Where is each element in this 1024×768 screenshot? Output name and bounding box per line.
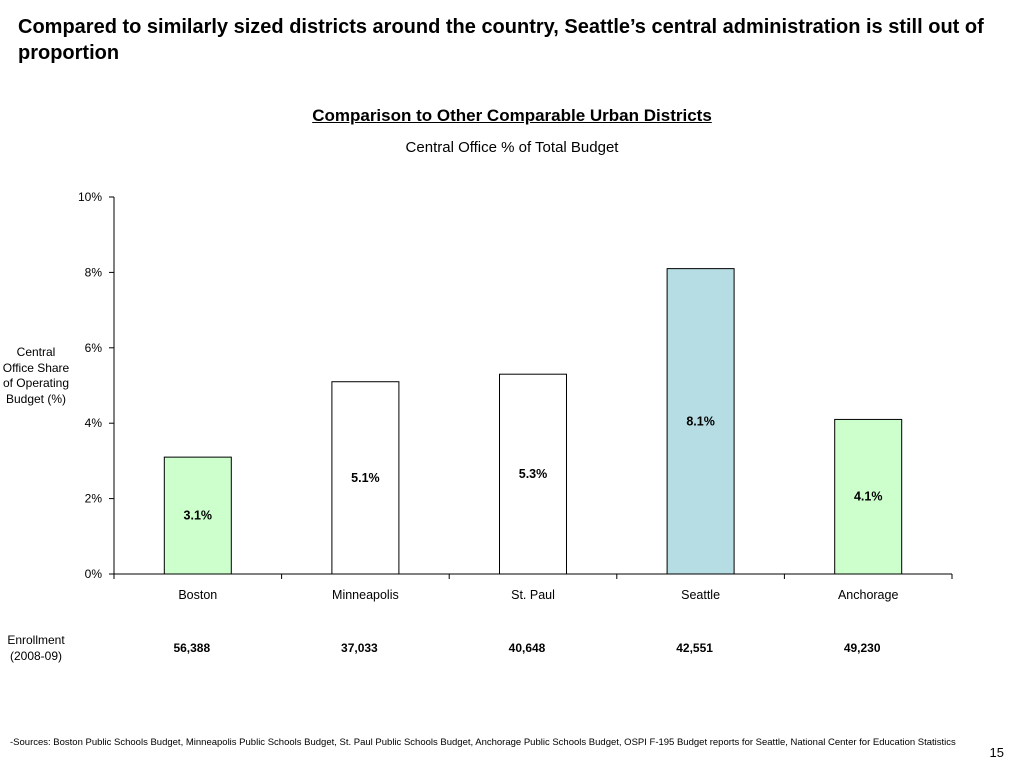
y-tick-label: 2%: [85, 492, 103, 506]
bar-anchorage: [834, 418, 903, 575]
enrollment-value: 49,230: [843, 641, 881, 655]
enrollment-value: 40,648: [508, 641, 546, 655]
x-tick-label: St. Paul: [511, 588, 555, 602]
enrollment-value: 42,551: [676, 641, 713, 655]
bar-data-label: 5.3%: [519, 467, 548, 481]
bar-st-paul: [499, 373, 567, 575]
enrollment-value: 37,033: [341, 641, 378, 655]
y-tick-label: 0%: [85, 567, 103, 581]
y-axis-title: Central Office Share of Operating Budget…: [2, 345, 70, 406]
chart-subtitle: Central Office % of Total Budget: [405, 139, 619, 156]
y-tick-label: 6%: [85, 341, 103, 355]
x-tick-label: Minneapolis: [332, 588, 399, 602]
slide-title: Compared to similarly sized districts ar…: [18, 16, 984, 64]
bar-data-label: 4.1%: [854, 490, 883, 504]
bar-minneapolis: [331, 381, 400, 575]
y-tick-label: 4%: [85, 416, 103, 430]
x-tick-label: Anchorage: [838, 588, 899, 602]
enrollment-label: Enrollment (2008-09): [7, 633, 65, 663]
y-tick-label: 10%: [78, 190, 102, 204]
bar-boston: [163, 456, 232, 575]
enrollment-value: 56,388: [173, 641, 211, 655]
sources-footnote: -Sources: Boston Public Schools Budget, …: [10, 737, 956, 748]
chart-title: Comparison to Other Comparable Urban Dis…: [312, 106, 712, 125]
x-tick-label: Boston: [178, 588, 217, 602]
bar-seattle: [666, 268, 735, 575]
y-tick-label: 8%: [85, 265, 103, 279]
bar-data-label: 3.1%: [184, 509, 213, 523]
bar-data-label: 5.1%: [351, 471, 380, 485]
bar-data-label: 8.1%: [686, 414, 715, 428]
x-tick-label: Seattle: [681, 588, 720, 602]
page-number: 15: [989, 745, 1004, 760]
